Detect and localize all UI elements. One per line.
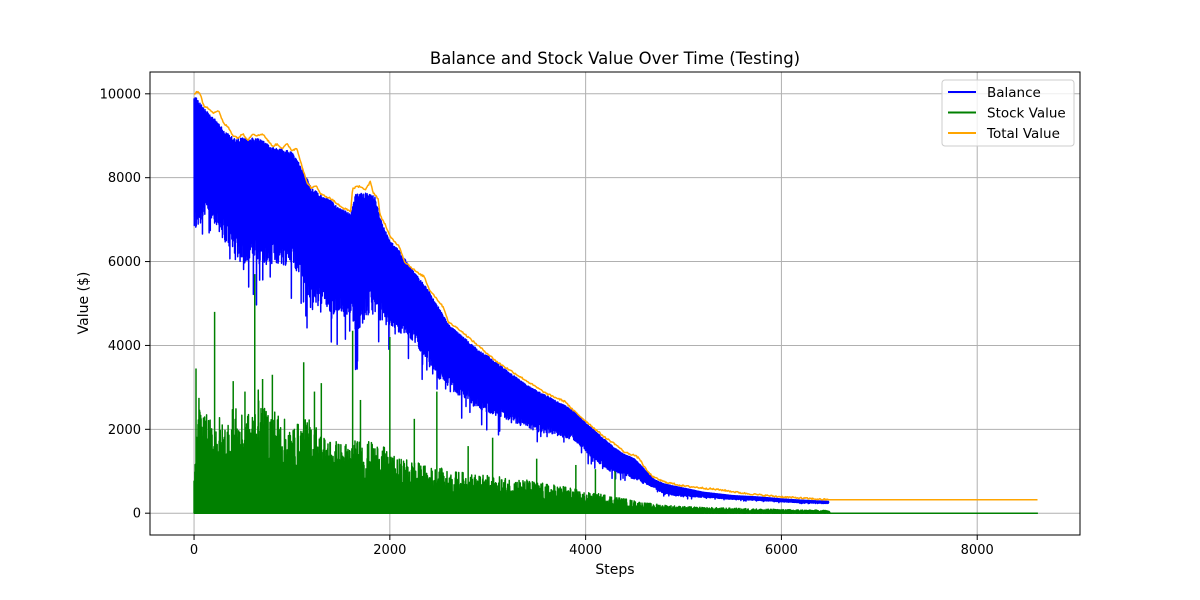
series-layer [193,90,1038,514]
stock-value-series-line [193,389,1038,514]
total-value-series-line [193,90,1038,501]
x-tick-label: 6000 [765,543,798,558]
legend-label: Balance [987,85,1041,101]
y-axis-title: Value ($) [76,272,92,335]
legend-label: Total Value [986,126,1060,142]
y-tick-label: 4000 [108,339,141,354]
axes-frame [149,71,1081,536]
x-tick-label: 8000 [961,543,994,558]
y-tick-label: 10000 [100,87,141,102]
y-tick-label: 8000 [108,171,141,186]
x-axis-title: Steps [595,562,634,578]
x-tick-label: 0 [190,543,198,558]
legend: Balance Stock Value Total Value [941,79,1075,147]
x-tick-label: 4000 [569,543,602,558]
chart-title: Balance and Stock Value Over Time (Testi… [430,49,800,68]
balance-series-line [193,97,830,505]
y-tick-label: 6000 [108,255,141,270]
y-tick-label: 0 [133,507,141,522]
plot-area: 0 2000 4000 6000 8000 0 2000 4000 6000 8000 10000 [100,71,1081,558]
legend-box [941,79,1075,147]
x-tick-label: 2000 [373,543,406,558]
y-tick-label: 2000 [108,423,141,438]
legend-label: Stock Value [987,105,1066,121]
